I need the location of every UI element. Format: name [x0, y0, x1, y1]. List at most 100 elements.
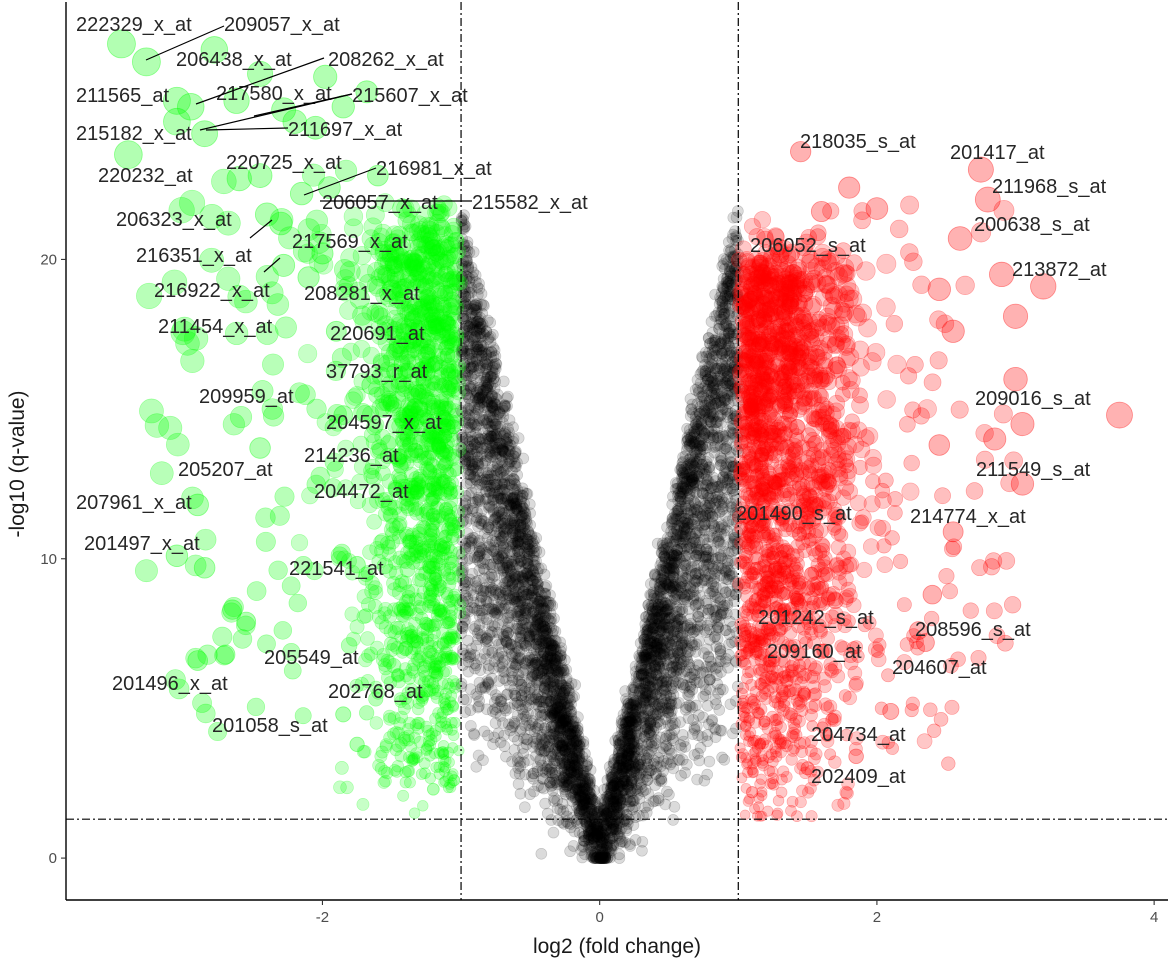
gene-point-ns [517, 486, 530, 499]
gene-point-ns [518, 613, 530, 626]
gene-point-ns [521, 554, 534, 567]
gene-point-ns [477, 384, 490, 397]
gene-point-ns [692, 747, 704, 760]
gene-point-ns [463, 573, 476, 586]
gene-point-ns [660, 739, 673, 752]
gene-point-ns [665, 549, 678, 561]
gene-point-ns [523, 528, 536, 541]
gene-point-ns [642, 788, 655, 800]
gene-point-ns [532, 602, 545, 614]
gene-point-ns [515, 495, 527, 508]
gene-point-ns [558, 759, 571, 771]
gene-point-ns [568, 766, 580, 779]
gene-point-ns [471, 627, 484, 639]
gene-point-ns [599, 852, 611, 864]
gene-point-ns [701, 643, 713, 655]
gene-point-ns [667, 660, 680, 672]
gene-point-ns [506, 657, 519, 670]
gene-point-ns [639, 723, 652, 736]
gene-point-ns [727, 469, 739, 481]
gene-point-ns [555, 709, 568, 722]
gene-point-ns [649, 644, 661, 657]
gene-point-ns [719, 394, 732, 406]
gene-point-ns [465, 643, 478, 655]
gene-point-ns [501, 688, 514, 700]
gene-point-ns [506, 606, 518, 619]
gene-point-ns [667, 490, 679, 503]
gene-point-ns [503, 643, 515, 655]
gene-point-ns [675, 769, 687, 782]
gene-point-ns [708, 605, 720, 618]
gene-point-ns [554, 740, 567, 753]
gene-point-ns [578, 770, 591, 782]
gene-point-ns [666, 661, 679, 674]
gene-point-ns [457, 326, 470, 339]
gene-point-ns [538, 681, 550, 693]
gene-point-ns [473, 398, 485, 411]
gene-point-ns [483, 629, 496, 641]
gene-point-ns [642, 704, 654, 716]
gene-point-ns [720, 443, 733, 456]
gene-point-ns [531, 611, 544, 624]
gene-point-ns [624, 840, 637, 852]
gene-point-ns [695, 425, 707, 437]
gene-point-ns [487, 738, 499, 750]
gene-point-ns [515, 614, 528, 626]
gene-point-ns [723, 299, 736, 311]
gene-point-ns [724, 265, 736, 277]
gene-point-ns [704, 673, 716, 685]
gene-point-ns [561, 701, 574, 714]
gene-point-ns [540, 734, 552, 746]
gene-point-ns [493, 437, 506, 450]
gene-point-ns [704, 405, 717, 418]
gene-point-ns [648, 622, 660, 634]
gene-point-ns [554, 749, 567, 762]
gene-point-ns [725, 501, 738, 514]
gene-point-ns [551, 701, 564, 714]
gene-point-ns [624, 715, 637, 727]
gene-point-ns [623, 716, 635, 728]
gene-point-ns [679, 450, 692, 462]
gene-point-ns [567, 770, 579, 783]
gene-point-ns [721, 597, 734, 609]
gene-point-ns [506, 495, 519, 508]
gene-point-ns [583, 802, 596, 815]
gene-point-ns [662, 614, 675, 626]
gene-point-ns [496, 450, 509, 463]
gene-point-ns [633, 759, 645, 771]
gene-point-ns [546, 784, 559, 797]
gene-point-ns [480, 653, 493, 665]
gene-point-ns [474, 383, 486, 396]
gene-point-ns [722, 236, 735, 248]
gene-point-ns [611, 829, 624, 842]
gene-point-ns [517, 452, 530, 465]
gene-point-ns [681, 619, 694, 632]
gene-point-ns [640, 676, 653, 689]
gene-point-ns [569, 759, 582, 772]
gene-point-ns [643, 664, 655, 677]
gene-point-ns [667, 814, 679, 826]
gene-point-ns [660, 605, 673, 617]
gene-point-ns [598, 803, 610, 816]
gene-point-ns [622, 698, 635, 710]
gene-point-ns [696, 604, 709, 617]
gene-point-ns [679, 591, 691, 604]
gene-point-ns [696, 351, 709, 364]
gene-point-ns [526, 587, 538, 599]
gene-point-ns [617, 761, 629, 774]
gene-point-ns [482, 729, 494, 742]
gene-point-ns [485, 487, 497, 500]
gene-point-ns [664, 707, 677, 720]
gene-point-ns [557, 805, 570, 818]
gene-point-ns [548, 685, 560, 698]
gene-point-ns [620, 693, 632, 705]
gene-point-ns [616, 771, 629, 784]
gene-point-ns [583, 825, 595, 838]
gene-point-ns [487, 545, 499, 557]
gene-point-ns [641, 662, 653, 675]
gene-point-ns [699, 511, 712, 523]
gene-point-ns [504, 474, 517, 487]
gene-point-ns [668, 538, 680, 551]
gene-point-ns [580, 804, 593, 817]
